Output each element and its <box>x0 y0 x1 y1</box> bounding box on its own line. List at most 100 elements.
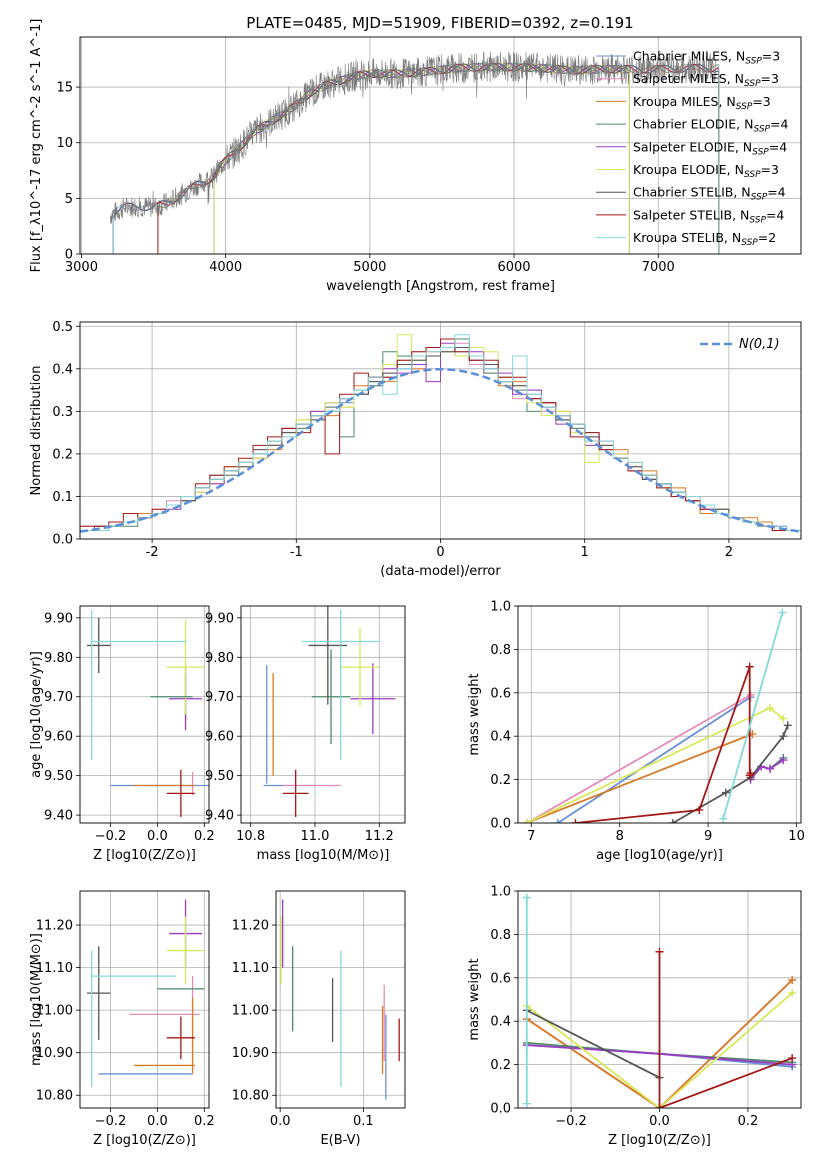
y-tick-label: 0.1 <box>52 490 73 505</box>
x-tick-label: 0 <box>436 545 444 560</box>
y-tick-label: 0.6 <box>490 971 511 986</box>
point-marker <box>522 893 531 902</box>
point-marker <box>783 721 792 730</box>
y-tick-label: 11.00 <box>36 1004 73 1019</box>
legend-subscript: SSP <box>751 193 768 203</box>
x-tick-label: 9 <box>704 829 712 844</box>
x-axis-label: age [log10(age/yr)] <box>596 848 723 863</box>
plot-area <box>110 51 720 254</box>
legend: N(0,1) <box>700 337 780 352</box>
axes-frame <box>79 890 210 1109</box>
x-tick-label: 2 <box>725 545 733 560</box>
legend-value: =2 <box>758 230 776 245</box>
panel-mass-vs-z: −0.2 0.0 0.2 10.80 10.90 11.00 11.10 11.20 Z [lo… <box>29 890 215 1148</box>
x-tick-label: −0.2 <box>95 829 127 844</box>
y-tick-label: 9.70 <box>44 690 73 705</box>
x-tick-label: 4000 <box>209 260 242 275</box>
legend-value: =3 <box>762 49 780 64</box>
point-marker <box>553 819 562 823</box>
mass-weight-line <box>526 1009 660 1079</box>
y-tick-label: 15 <box>56 81 73 96</box>
point-marker <box>746 769 755 778</box>
axes-frame <box>79 321 802 540</box>
x-axis-label: Z [log10(Z/Z⊙)] <box>93 1133 196 1148</box>
model-spectrum-line <box>112 62 720 254</box>
y-tick-label: 11.10 <box>36 961 73 976</box>
model-spectrum-line <box>157 62 720 254</box>
y-tick-label: 11.20 <box>232 919 269 934</box>
point-marker <box>778 608 787 617</box>
axes-frame <box>275 890 406 1109</box>
legend-subscript: SSP <box>744 170 761 180</box>
y-tick-label: 9.80 <box>44 651 73 666</box>
plot-area <box>87 899 205 1087</box>
x-tick-label: 0.2 <box>738 1114 759 1129</box>
x-tick-label: 10.8 <box>236 829 265 844</box>
legend-value: =4 <box>770 117 788 132</box>
legend-entry: Chabrier STELIB, NSSP=4 <box>633 185 786 203</box>
y-axis-label: age [log10(age/yr)] <box>29 651 44 778</box>
x-tick-label: 8 <box>616 829 624 844</box>
point-marker <box>655 947 664 956</box>
legend-entry: Kroupa MILES, NSSP=3 <box>633 94 771 112</box>
model-spectrum-line <box>112 62 720 254</box>
panel-mass-weight-vs-age: 7 8 9 10 0.0 0.2 0.4 0.6 0.8 1.0 age [log10(age/yr… <box>467 600 805 864</box>
y-tick-label: 9.90 <box>44 611 73 626</box>
x-tick-label: −0.2 <box>555 1114 587 1129</box>
y-tick-label: 0.4 <box>490 730 511 745</box>
mass-weight-line <box>557 696 752 823</box>
legend-entry: Kroupa ELODIE, NSSP=3 <box>633 162 779 180</box>
y-tick-label: 0 <box>65 248 73 263</box>
gaussian-curve <box>80 368 801 533</box>
y-tick-label: 10.80 <box>36 1089 73 1104</box>
point-marker <box>668 819 677 823</box>
x-tick-label: 0.2 <box>194 1114 215 1129</box>
mass-weight-line <box>526 992 793 1108</box>
legend-subscript: SSP <box>745 57 762 67</box>
y-axis-label: mass weight <box>467 958 482 1040</box>
legend-entry: Salpeter ELODIE, NSSP=4 <box>633 139 787 157</box>
y-tick-label: 10.90 <box>36 1046 73 1061</box>
x-tick-label: 0.1 <box>353 1114 374 1129</box>
x-tick-label: 3000 <box>65 260 98 275</box>
observed-spectrum-line <box>110 51 717 224</box>
legend-value: =4 <box>767 185 785 200</box>
y-tick-label: 9.50 <box>44 769 73 784</box>
grid <box>241 606 405 823</box>
y-tick-label: 11.00 <box>232 1004 269 1019</box>
legend-subscript: SSP <box>736 102 753 112</box>
y-tick-label: 0.5 <box>52 320 73 335</box>
y-tick-label: 0.6 <box>490 686 511 701</box>
y-tick-label: 0.8 <box>490 928 511 943</box>
x-tick-label: 7000 <box>642 260 675 275</box>
y-tick-label: 0.4 <box>490 1015 511 1030</box>
panel-spectrum: 3000 4000 5000 6000 7000 0 5 10 15 wavelength [An… <box>29 19 802 294</box>
legend-entry: Salpeter STELIB, NSSP=4 <box>633 207 784 225</box>
legend-entry: N(0,1) <box>739 337 780 352</box>
y-axis-label: Normed distribution <box>29 366 44 496</box>
point-marker <box>788 988 797 997</box>
y-tick-label: 10.80 <box>232 1089 269 1104</box>
x-tick-label: 0.0 <box>147 829 168 844</box>
plot-area <box>80 334 801 539</box>
x-tick-label: 6000 <box>497 260 530 275</box>
y-axis-label: mass weight <box>467 673 482 755</box>
x-tick-label: 1 <box>581 545 589 560</box>
y-tick-label: 10 <box>56 136 73 151</box>
grid <box>518 605 801 824</box>
x-tick-label: 0.0 <box>147 1114 168 1129</box>
legend-subscript: SSP <box>749 215 766 225</box>
y-tick-label: 0.2 <box>490 1058 511 1073</box>
y-axis-label: Flux [f_λ10^-17 erg cm^-2 s^-1 A^-1] <box>29 19 44 273</box>
plot-area <box>263 606 396 818</box>
y-tick-label: 5 <box>65 192 73 207</box>
x-axis-label: mass [log10(M/M⊙)] <box>257 848 390 863</box>
y-axis-label: mass [log10(M/M⊙)] <box>29 933 44 1066</box>
point-marker <box>719 814 728 823</box>
x-tick-label: 11.0 <box>300 829 329 844</box>
y-tick-label: 9.70 <box>205 690 234 705</box>
x-axis-label: Z [log10(Z/Z⊙)] <box>608 1133 711 1148</box>
y-tick-label: 0.4 <box>52 362 73 377</box>
